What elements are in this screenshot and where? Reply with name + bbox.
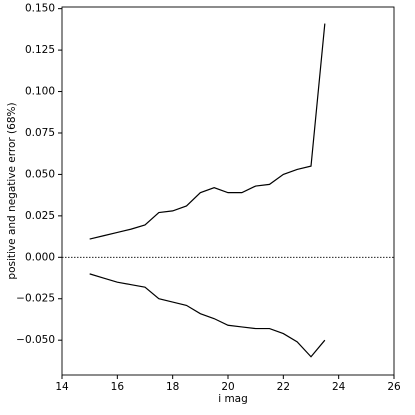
x-tick-label: 20 (221, 381, 234, 393)
y-tick-label: 0.025 (25, 210, 55, 222)
x-axis-label: i mag (218, 393, 248, 405)
x-tick-label: 22 (277, 381, 290, 393)
y-tick-label: 0.100 (25, 86, 55, 98)
y-tick-label: 0.125 (25, 44, 55, 56)
x-tick-label: 14 (55, 381, 69, 393)
line-series (89, 273, 326, 358)
x-tick-label: 16 (111, 381, 125, 393)
x-tick-label: 18 (166, 381, 179, 393)
y-tick-label: −0.050 (16, 334, 55, 346)
line-series (89, 23, 326, 240)
x-tick-label: 26 (387, 381, 401, 393)
y-tick-label: 0.150 (25, 3, 55, 15)
y-tick-label: 0.050 (25, 168, 55, 180)
plot-frame (61, 6, 395, 376)
y-tick-label: 0.075 (25, 127, 55, 139)
x-tick-label: 24 (332, 381, 346, 393)
y-axis-label: positive and negative error (68%) (6, 102, 18, 279)
y-tick-label: 0.000 (25, 251, 55, 263)
y-tick-label: −0.025 (16, 293, 55, 305)
